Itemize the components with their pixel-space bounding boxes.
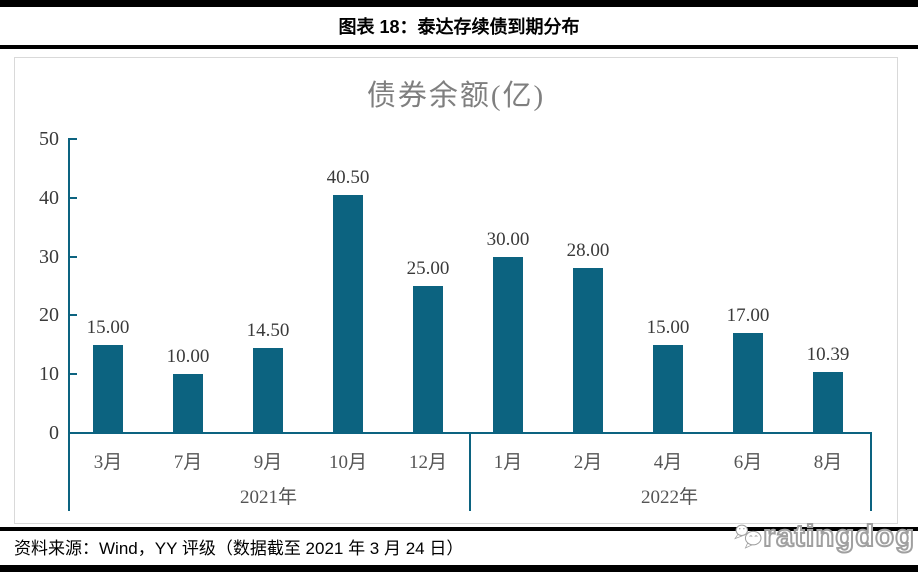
month-label: 9月	[253, 452, 283, 473]
bar-value-label: 15.00	[86, 316, 130, 338]
dog-chat-bubbles-icon	[734, 524, 762, 549]
month-label: 6月	[733, 452, 763, 473]
bar-value-label: 25.00	[406, 258, 450, 279]
month-label: 3月	[93, 452, 123, 473]
bar	[253, 347, 283, 433]
bar-value-label: 40.50	[326, 166, 370, 188]
bottom-divider-bar	[0, 565, 918, 572]
bar-chart-plot-area: 0 10 20 30 40 50 15.00 3月 10.00 7月 14.50 9月 40.50 10月…	[15, 58, 897, 523]
month-label: 1月	[493, 452, 523, 473]
y-axis-tick-label: 30	[39, 245, 59, 268]
category-group-separator	[469, 433, 471, 511]
bar	[573, 268, 603, 433]
bar-value-label: 10.00	[166, 346, 210, 368]
y-axis-tick	[68, 255, 77, 258]
footer-divider-rule	[0, 527, 918, 531]
bar	[733, 333, 763, 433]
month-label: 7月	[173, 452, 203, 473]
data-source-note: 资料来源：Wind，YY 评级（数据截至 2021 年 3 月 24 日）	[14, 539, 464, 558]
bar-value-label: 15.00	[646, 316, 690, 338]
y-axis-tick	[68, 196, 77, 199]
y-axis-tick-label: 40	[39, 186, 59, 209]
top-divider-bar	[0, 0, 918, 7]
bar	[173, 374, 203, 433]
year-label: 2021年	[239, 487, 297, 508]
bar	[813, 371, 843, 433]
bar	[653, 344, 683, 433]
y-axis-line	[68, 139, 70, 511]
chart-title: 债券余额(亿)	[366, 80, 546, 112]
figure-caption: 图表 18：泰达存续债到期分布	[338, 17, 580, 37]
y-axis-tick-label: 50	[39, 128, 59, 150]
y-axis-tick	[68, 138, 77, 140]
y-axis-tick-label: 10	[39, 363, 59, 386]
category-group-separator	[870, 433, 872, 511]
y-axis-tick-label: 20	[39, 304, 59, 327]
bar	[413, 286, 443, 433]
month-label: 8月	[813, 452, 843, 473]
bar-value-label: 10.39	[806, 343, 850, 365]
y-axis-tick-label: 0	[49, 422, 59, 444]
y-axis-tick	[68, 373, 77, 376]
bar-value-label: 30.00	[486, 228, 530, 250]
bar-value-label: 14.50	[246, 319, 290, 341]
watermark-label: ratingdog	[762, 517, 915, 554]
bar	[493, 256, 523, 433]
chart-container: 债券余额(亿) 0 10 20 30 40 50 15.00 3月 10.00 7月 14.50 9月…	[14, 57, 898, 524]
year-label: 2022年	[640, 487, 698, 508]
bar	[93, 344, 123, 433]
bar	[333, 194, 363, 433]
month-label: 2月	[573, 452, 603, 473]
ratingdog-watermark: ratingdog	[733, 509, 915, 563]
month-label: 12月	[408, 452, 447, 473]
month-label: 10月	[328, 452, 367, 473]
caption-divider-rule	[0, 45, 918, 49]
month-label: 4月	[653, 452, 683, 473]
bar-value-label: 17.00	[726, 305, 770, 327]
y-axis-tick	[68, 314, 77, 317]
bar-value-label: 28.00	[566, 240, 610, 262]
